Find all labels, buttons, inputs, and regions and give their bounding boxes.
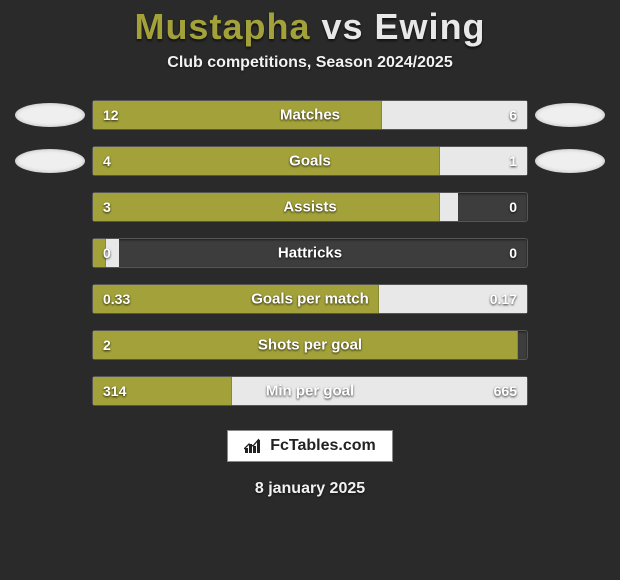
stat-bar: 0.33 Goals per match 0.17 [92,284,528,314]
player2-badge-oval [535,149,605,173]
stat-label: Shots per goal [258,337,362,354]
bar-right-fill [382,101,527,129]
date-text: 8 january 2025 [255,480,365,498]
bars-icon [244,438,264,454]
player1-badge-oval [15,103,85,127]
stat-row: 314 Min per goal 665 [8,376,612,406]
vs-separator: vs [321,6,363,47]
side-left [8,103,92,127]
player1-badge-oval [15,149,85,173]
stat-bar: 2 Shots per goal [92,330,528,360]
stat-bar: 3 Assists 0 [92,192,528,222]
stat-value-left: 314 [103,383,126,399]
side-right [528,103,612,127]
player2-name: Ewing [375,6,486,47]
stat-bar: 12 Matches 6 [92,100,528,130]
player1-name: Mustapha [134,6,310,47]
side-right [528,149,612,173]
page-title: Mustapha vs Ewing [0,6,620,48]
bar-right-fill [440,193,457,221]
footer: FcTables.com 8 january 2025 [0,430,620,498]
stat-value-right: 0 [509,245,517,261]
stat-label: Assists [283,199,336,216]
stat-label: Matches [280,107,340,124]
stat-label: Min per goal [266,383,354,400]
stat-value-left: 0.33 [103,291,130,307]
comparison-infographic: Mustapha vs Ewing Club competitions, Sea… [0,0,620,580]
stat-value-right: 1 [509,153,517,169]
stat-value-left: 3 [103,199,111,215]
stat-row: 2 Shots per goal [8,330,612,360]
stat-bar: 0 Hattricks 0 [92,238,528,268]
side-left [8,149,92,173]
stat-row: 0.33 Goals per match 0.17 [8,284,612,314]
subtitle: Club competitions, Season 2024/2025 [0,54,620,72]
stat-value-right: 665 [494,383,517,399]
branding-text: FcTables.com [270,437,376,455]
stat-value-left: 4 [103,153,111,169]
stat-label: Goals per match [251,291,369,308]
stat-value-right: 0.17 [490,291,517,307]
stat-label: Goals [289,153,331,170]
stat-value-left: 12 [103,107,119,123]
player2-badge-oval [535,103,605,127]
stat-label: Hattricks [278,245,342,262]
branding-badge: FcTables.com [227,430,393,462]
stat-row: 12 Matches 6 [8,100,612,130]
stat-value-right: 0 [509,199,517,215]
stat-value-left: 2 [103,337,111,353]
stat-value-left: 0 [103,245,111,261]
stat-bar: 314 Min per goal 665 [92,376,528,406]
stat-value-right: 6 [509,107,517,123]
bar-left-fill [93,193,440,221]
bar-left-fill [93,147,440,175]
stat-bar: 4 Goals 1 [92,146,528,176]
stat-row: 3 Assists 0 [8,192,612,222]
stat-row: 4 Goals 1 [8,146,612,176]
stats-rows: 12 Matches 6 4 Goals 1 3 Assists 0 0 Hattricks 0 0.3… [0,100,620,406]
stat-row: 0 Hattricks 0 [8,238,612,268]
